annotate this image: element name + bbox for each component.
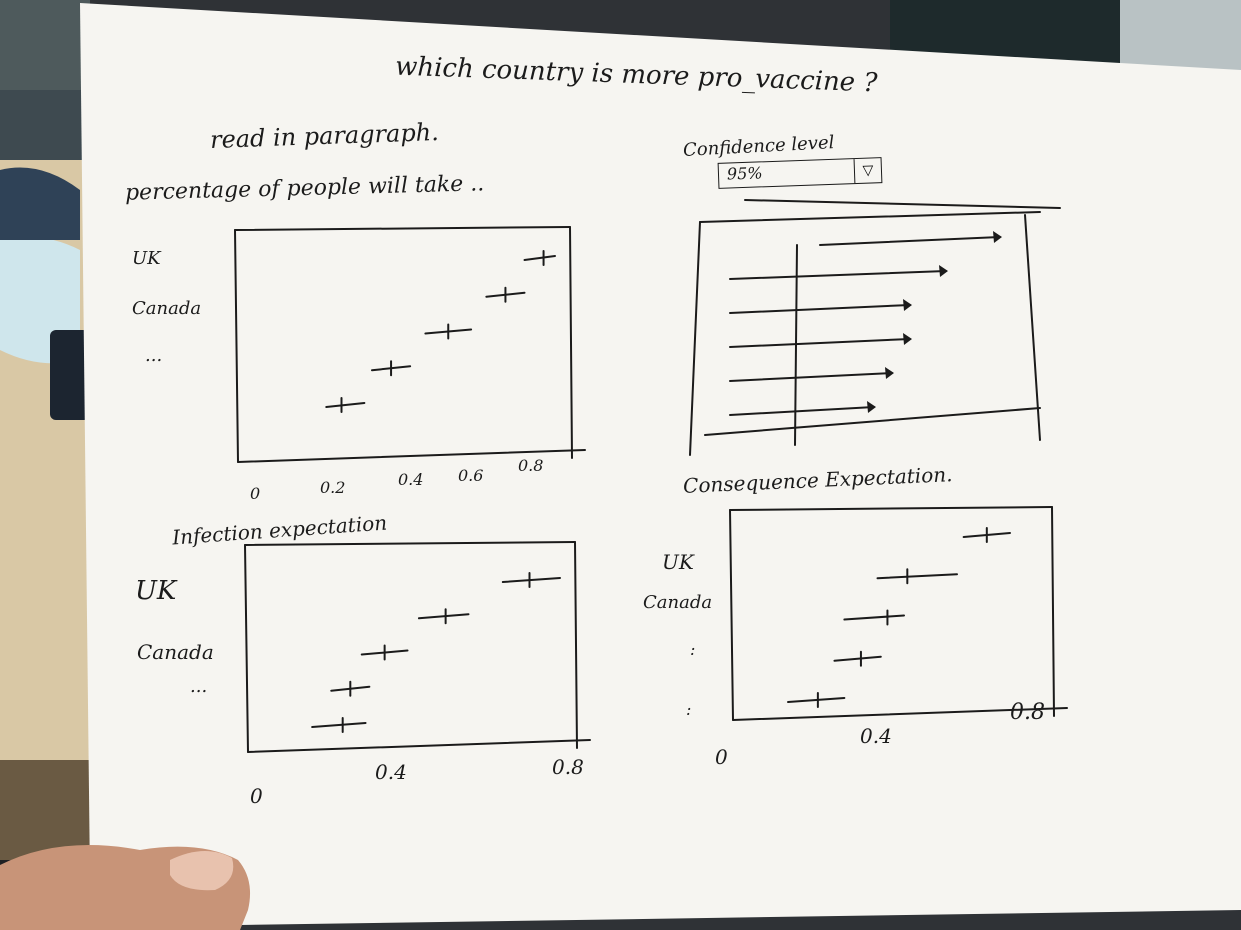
chart-4-category-label: :	[686, 700, 692, 719]
chart-3-tick-label: 0	[250, 784, 263, 808]
chart-1-title: percentage of people will take ..	[124, 171, 485, 206]
chart-3-category-label: ...	[190, 676, 208, 697]
chart-1-category-label: Canada	[132, 298, 202, 319]
chart-3-title: Infection expectation	[171, 510, 388, 550]
chart-1-category-label: UK	[132, 248, 161, 269]
chart-4-tick-label: 0	[715, 745, 728, 769]
chart-1-tick-label: 0.4	[398, 470, 424, 489]
chart-1-tick-label: 0.6	[458, 466, 484, 485]
confidence-level-label: Confidence level	[682, 132, 835, 161]
sketch-subtitle: read in paragraph.	[209, 118, 440, 154]
chart-1-tick-label: 0	[250, 484, 261, 503]
paper-sheet	[80, 3, 1241, 925]
chart-4-category-label: :	[690, 640, 696, 659]
chart-3-category-label: UK	[135, 576, 177, 606]
chart-4-category-label: UK	[662, 550, 694, 574]
chart-4-tick-label: 0.4	[860, 724, 892, 748]
chart-3-tick-label: 0.8	[552, 755, 584, 779]
chart-1-tick-label: 0.8	[518, 456, 544, 475]
chart-1-category-label: ...	[145, 345, 163, 366]
confidence-level-value: 95%	[726, 163, 763, 184]
chart-4-tick-label: 0.8	[1010, 700, 1045, 725]
confidence-level-dropdown[interactable]: 95% ▽	[717, 157, 883, 189]
chart-1-tick-label: 0.2	[320, 478, 346, 497]
triangle-down-icon[interactable]: ▽	[853, 158, 882, 184]
chart-3-category-label: Canada	[137, 640, 214, 664]
chart-3-tick-label: 0.4	[375, 760, 407, 784]
chart-4-category-label: Canada	[643, 592, 713, 613]
chart-4-title: Consequence Expectation.	[682, 462, 953, 498]
sketch-title: which country is more pro_vaccine ?	[394, 51, 878, 99]
